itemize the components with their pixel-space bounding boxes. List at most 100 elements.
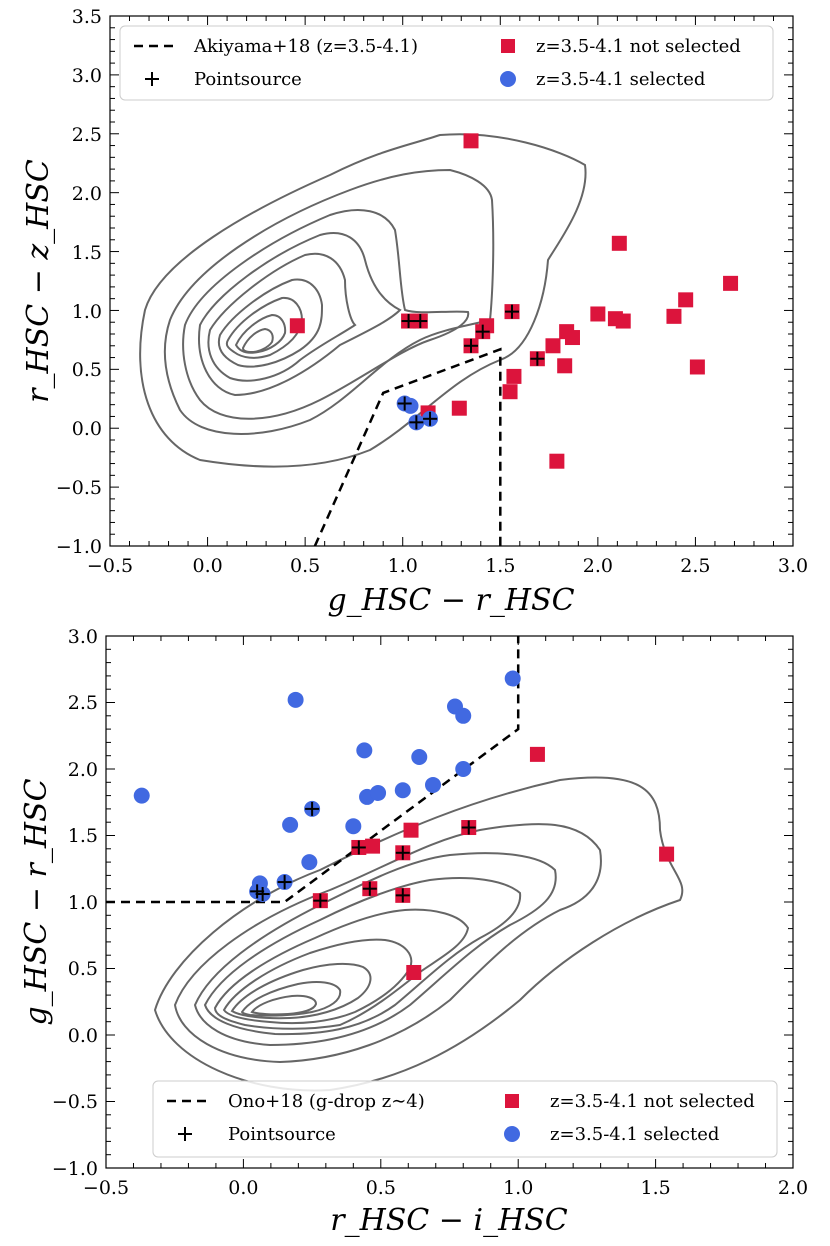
top-legend-label: Akiyama+18 (z=3.5-4.1)	[193, 36, 418, 57]
bottom-legend-plus-icon	[178, 1127, 192, 1141]
top-legend-label: Pointsource	[194, 69, 302, 90]
bottom-pointsource-marker	[362, 881, 377, 896]
top-ytick-label: 0.0	[72, 418, 102, 440]
bottom-legend: Ono+18 (g-drop z∼4) Pointsource z=3.5-4.…	[152, 1080, 778, 1158]
top-ytick-label: 3.5	[72, 6, 102, 28]
bottom-pointsource-marker	[351, 840, 366, 855]
top-not-selected-marker	[506, 368, 522, 384]
bottom-xtick-labels: −0.5 0.0 0.5 1.0 1.5 2.0	[83, 1177, 808, 1199]
bottom-markers	[133, 670, 675, 980]
top-not-selected-marker	[289, 318, 305, 334]
top-xtick-label: 0.0	[192, 555, 222, 577]
bottom-ytick-labels: −1.0 −0.5 0.0 0.5 1.0 1.5 2.0 2.5 3.0	[52, 626, 98, 1180]
top-not-selected-marker	[502, 384, 518, 400]
top-xtick-label: −0.5	[87, 555, 133, 577]
top-pointsource-marker	[423, 411, 438, 426]
bottom-y-axis-label: g_HSC − r_HSC	[19, 778, 54, 1025]
top-ticks	[109, 15, 794, 547]
top-ytick-label: 2.5	[72, 124, 102, 146]
top-legend: Akiyama+18 (z=3.5-4.1) Pointsource z=3.5…	[119, 25, 774, 101]
bottom-ytick-label: 1.5	[68, 825, 98, 847]
bottom-selected-marker	[394, 782, 411, 799]
top-pointsource-marker	[530, 351, 545, 366]
bottom-selected-marker	[345, 818, 362, 835]
top-legend-label: z=3.5-4.1 not selected	[536, 36, 741, 57]
bottom-legend-box	[152, 1080, 778, 1158]
bottom-not-selected-marker	[406, 964, 422, 980]
bottom-pointsource-marker	[461, 820, 476, 835]
top-pointsource-marker	[504, 304, 519, 319]
top-x-axis-label: g_HSC − r_HSC	[327, 583, 574, 618]
bottom-ytick-label: −1.0	[52, 1158, 98, 1180]
bottom-pointsource-marker	[277, 875, 292, 890]
panel-bottom: −0.5 0.0 0.5 1.0 1.5 2.0 −1.0 −0.5 0.0 0…	[19, 626, 808, 1238]
top-pointsource-marker	[409, 415, 424, 430]
bottom-pointsource-marker	[255, 887, 270, 902]
top-not-selected-marker	[723, 275, 739, 291]
bottom-pointsource-marker	[313, 893, 328, 908]
top-selected-marker	[402, 397, 419, 414]
top-legend-label: z=3.5-4.1 selected	[536, 69, 705, 90]
bottom-xtick-label: −0.5	[83, 1177, 129, 1199]
density-contours-top	[139, 133, 587, 468]
density-contours-bottom	[153, 776, 684, 1092]
top-ytick-label: 3.0	[72, 65, 102, 87]
top-xtick-label: 2.5	[680, 555, 710, 577]
bottom-selected-marker	[455, 707, 472, 724]
bottom-selected-marker	[301, 854, 318, 871]
bottom-legend-square-icon	[505, 1094, 519, 1108]
top-y-axis-label: r_HSC − z_HSC	[21, 159, 56, 403]
bottom-not-selected-marker	[659, 846, 675, 862]
bottom-x-axis-label: r_HSC − i_HSC	[330, 1203, 568, 1238]
bottom-xtick-label: 1.0	[503, 1177, 533, 1199]
top-not-selected-marker	[564, 330, 580, 346]
bottom-ytick-label: 2.5	[68, 692, 98, 714]
top-not-selected-marker	[615, 313, 631, 329]
bottom-selected-marker	[133, 787, 150, 804]
bottom-xtick-label: 0.0	[228, 1177, 258, 1199]
bottom-selected-marker	[455, 761, 472, 777]
top-ytick-label: −0.5	[56, 477, 102, 499]
akiyama-selection-line	[313, 347, 502, 547]
top-ytick-label: 1.5	[72, 242, 102, 264]
top-pointsource-marker	[464, 338, 479, 353]
top-not-selected-marker	[666, 308, 682, 324]
bottom-not-selected-marker	[365, 838, 381, 854]
top-legend-box	[119, 25, 774, 101]
top-not-selected-marker	[549, 453, 565, 469]
top-ytick-label: −1.0	[56, 536, 102, 558]
bottom-legend-label: z=3.5-4.1 selected	[550, 1124, 719, 1145]
bottom-ytick-label: 3.0	[68, 626, 98, 648]
bottom-selected-marker	[287, 691, 304, 708]
top-pointsource-marker	[475, 324, 490, 339]
bottom-pointsource-marker	[395, 888, 410, 903]
bottom-xtick-label: 2.0	[778, 1177, 808, 1199]
top-ytick-label: 2.0	[72, 183, 102, 205]
top-pointsource-marker	[413, 314, 428, 329]
top-not-selected-marker	[689, 359, 705, 375]
bottom-selected-marker	[411, 749, 428, 766]
top-legend-plus-icon	[145, 72, 159, 86]
bottom-ticks	[105, 635, 794, 1169]
top-ytick-label: 0.5	[72, 359, 102, 381]
top-not-selected-marker	[451, 400, 467, 416]
bottom-selected-marker	[282, 816, 299, 833]
top-xtick-labels: −0.5 0.0 0.5 1.0 1.5 2.0 2.5 3.0	[87, 555, 808, 577]
top-ytick-label: 1.0	[72, 301, 102, 323]
top-not-selected-marker	[678, 292, 694, 308]
top-xtick-label: 0.5	[290, 555, 320, 577]
top-legend-circle-icon	[500, 71, 516, 87]
bottom-xtick-label: 1.5	[640, 1177, 670, 1199]
top-not-selected-marker	[557, 358, 573, 374]
top-pointsource-marker	[397, 396, 412, 411]
top-legend-square-icon	[501, 39, 515, 53]
bottom-legend-label: Pointsource	[228, 1124, 336, 1145]
bottom-not-selected-marker	[529, 746, 545, 762]
top-xtick-label: 1.0	[388, 555, 418, 577]
bottom-selected-marker	[504, 670, 521, 687]
top-pointsource-marker	[401, 314, 416, 329]
bottom-legend-circle-icon	[504, 1126, 520, 1142]
top-not-selected-marker	[611, 235, 627, 251]
top-not-selected-marker	[463, 133, 479, 149]
